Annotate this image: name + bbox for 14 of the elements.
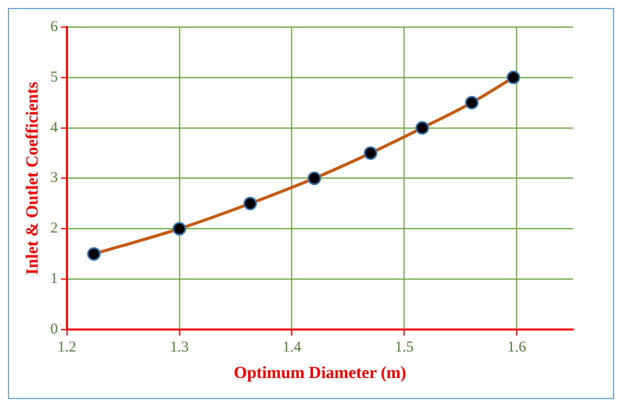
y-tick-label: 3 xyxy=(50,170,58,186)
y-tick-label: 5 xyxy=(50,69,58,86)
y-tick-label: 6 xyxy=(50,18,58,35)
x-tick-label: 1.6 xyxy=(507,340,527,356)
x-axis-title: Optimum Diameter (m) xyxy=(234,363,406,382)
x-tick-label: 1.5 xyxy=(394,340,414,356)
y-tick-label: 0 xyxy=(50,322,58,338)
y-tick-label: 4 xyxy=(50,120,58,136)
y-tick-label: 2 xyxy=(50,220,58,237)
y-axis-title: Inlet & Outlet Coefficients xyxy=(22,81,42,275)
x-tick-label: 1.3 xyxy=(170,340,189,356)
y-tick-label: 1 xyxy=(50,271,58,288)
x-tick-label: 1.4 xyxy=(282,340,302,356)
x-tick-label: 1.2 xyxy=(58,340,76,356)
